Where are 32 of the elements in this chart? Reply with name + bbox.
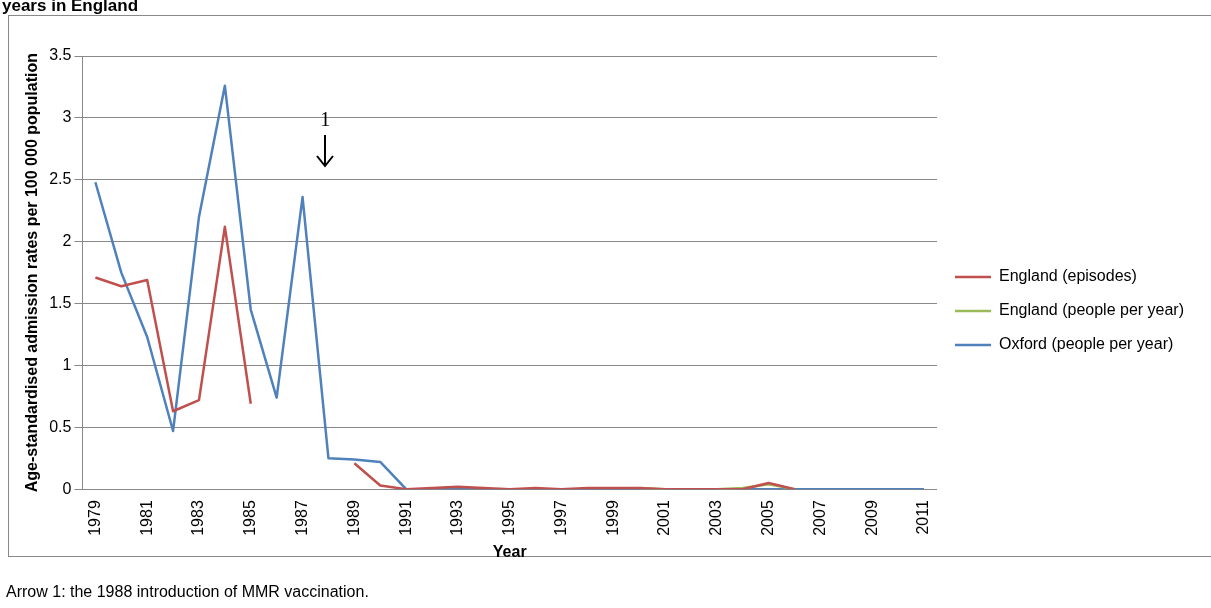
y-tick-label: 2	[62, 232, 72, 250]
x-tick-label: 2007	[810, 500, 828, 536]
x-tick-label: 1997	[551, 500, 569, 536]
x-axis-title: Year	[492, 542, 527, 560]
x-tick-label: 2001	[655, 500, 673, 536]
legend-label: Oxford (people per year)	[998, 335, 1174, 353]
x-tick-label: 1987	[292, 500, 310, 536]
y-tick-label: 3.5	[49, 46, 72, 64]
y-tick-label: 1	[62, 355, 72, 373]
y-tick-label: 2.5	[49, 170, 72, 188]
x-tick-label: 1999	[603, 500, 621, 536]
x-tick-label: 2003	[707, 500, 725, 536]
x-tick-label: 1993	[448, 500, 466, 536]
x-tick-label: 1983	[189, 500, 207, 536]
x-tick-label: 2009	[862, 500, 880, 536]
legend-label: England (episodes)	[998, 267, 1137, 285]
x-tick-label: 2011	[914, 500, 932, 535]
x-tick-label: 1991	[396, 500, 414, 536]
annotation: 1	[320, 108, 331, 130]
x-tick-label: 2005	[759, 500, 777, 536]
y-tick-label: 0	[62, 479, 72, 497]
y-tick-label: 1.5	[49, 293, 72, 311]
x-tick-label: 1981	[137, 500, 155, 536]
y-tick-label: 0.5	[49, 417, 72, 435]
x-tick-label: 1995	[500, 500, 518, 536]
text: Arrow 1: the 1988 introduction of MMR vaccination.	[6, 583, 369, 601]
y-tick-label: 3	[62, 108, 72, 126]
x-tick-label: 1979	[85, 500, 103, 536]
x-tick-label: 1985	[241, 500, 259, 536]
legend-label: England (people per year)	[998, 301, 1185, 319]
y-axis-title: Age-standardised admission rates per 100 000 population	[23, 52, 41, 493]
x-tick-label: 1989	[344, 500, 362, 536]
